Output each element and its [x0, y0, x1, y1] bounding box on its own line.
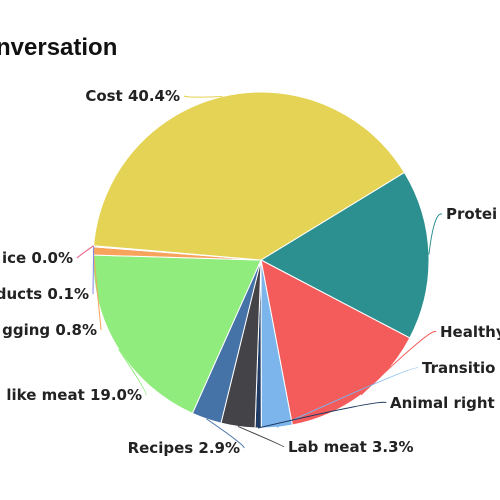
connector-ice	[76, 245, 94, 259]
label-connectors	[76, 95, 443, 449]
connector-like-meat	[118, 349, 147, 396]
connector-proteins	[428, 213, 443, 255]
slice-label-animal-rights: Animal right	[390, 394, 495, 412]
connector-ducts	[92, 246, 95, 295]
connector-healthy	[360, 330, 437, 396]
slice-label-gging: gging 0.8%	[2, 321, 97, 339]
connector-gging	[92, 250, 102, 331]
slice-label-transition: Transitio	[422, 359, 495, 377]
slice-label-cost: Cost 40.4%	[85, 87, 180, 105]
connector-transition	[276, 367, 419, 428]
chart-title: nversation	[0, 34, 117, 61]
slice-label-recipes: Recipes 2.9%	[128, 439, 240, 457]
slice-label-ducts: ducts 0.1%	[0, 285, 89, 303]
connector-lab-meat	[237, 425, 285, 448]
connector-recipes	[206, 418, 245, 449]
connector-cost	[183, 95, 223, 98]
slice-label-healthy: Healthy	[440, 323, 500, 341]
pie-slice-proteins[interactable]	[259, 171, 430, 339]
slice-labels: Protei Healthy Transitio Animal right Lab me…	[0, 87, 500, 457]
connector-animal-rights	[257, 401, 387, 429]
slice-label-ice: ice 0.0%	[2, 249, 73, 267]
slice-label-proteins: Protei	[446, 205, 497, 223]
slice-label-like-meat: like meat 19.0%	[6, 386, 142, 404]
slice-label-lab-meat: Lab meat 3.3%	[288, 438, 414, 456]
